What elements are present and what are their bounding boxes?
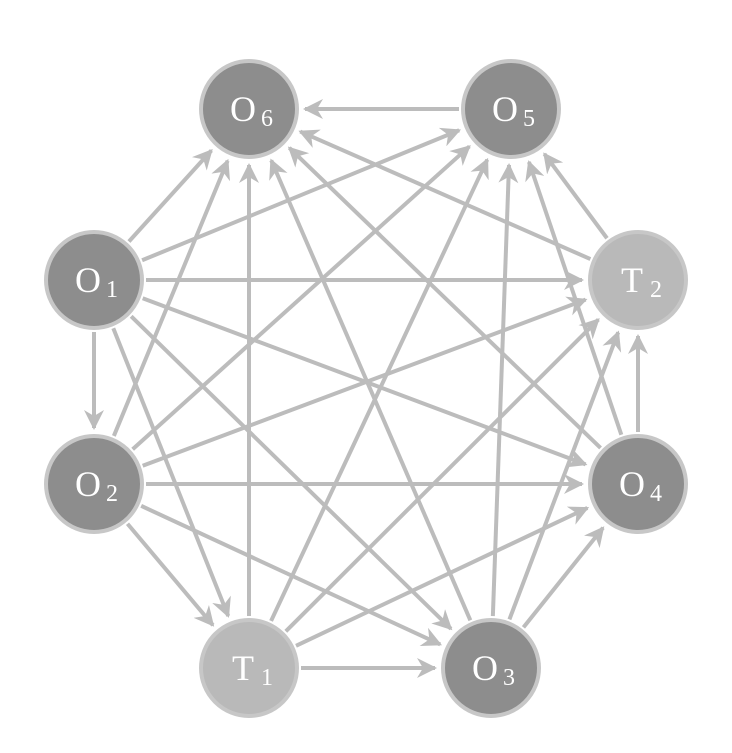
edge-T2-O6 <box>300 132 590 260</box>
node-T2: T2 <box>590 232 686 328</box>
edge-O4-O6 <box>289 148 600 448</box>
edge-T1-T2 <box>286 320 599 632</box>
network-diagram: O6O5O1T2O2O4T1O3 <box>0 0 732 753</box>
svg-text:5: 5 <box>523 106 535 132</box>
svg-text:1: 1 <box>106 277 118 303</box>
node-O2: O2 <box>46 436 142 532</box>
node-label-O3: O <box>472 648 498 688</box>
node-label-T1: T <box>232 648 254 688</box>
edge-O3-O4 <box>523 528 603 628</box>
node-label-T2: T <box>621 260 643 300</box>
node-label-O2: O <box>75 464 101 504</box>
node-label-O4: O <box>619 464 645 504</box>
edge-T2-O5 <box>544 154 607 238</box>
edges-layer <box>94 109 638 668</box>
edge-O1-O5 <box>142 130 459 260</box>
node-O5: O5 <box>463 61 559 157</box>
svg-text:3: 3 <box>503 665 515 691</box>
node-O6: O6 <box>201 61 297 157</box>
node-O4: O4 <box>590 436 686 532</box>
edge-O2-T1 <box>128 524 213 625</box>
node-T1: T1 <box>201 620 297 716</box>
svg-text:4: 4 <box>650 481 662 507</box>
svg-text:2: 2 <box>106 481 118 507</box>
node-label-O1: O <box>75 260 101 300</box>
svg-text:2: 2 <box>650 277 662 303</box>
node-label-O6: O <box>230 89 256 129</box>
node-O3: O3 <box>443 620 539 716</box>
svg-text:1: 1 <box>261 665 273 691</box>
node-O1: O1 <box>46 232 142 328</box>
node-label-O5: O <box>492 89 518 129</box>
svg-text:6: 6 <box>261 106 273 132</box>
